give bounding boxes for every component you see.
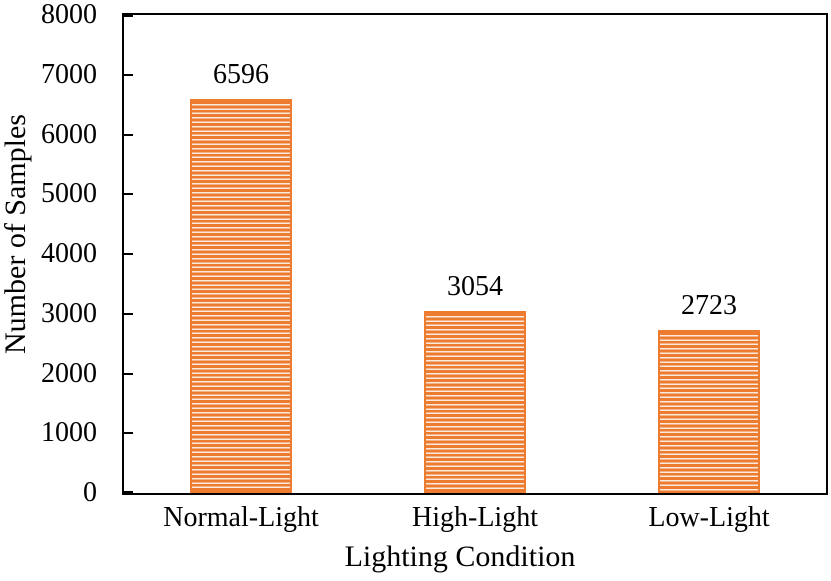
y-tick-mark — [124, 372, 133, 375]
y-tick-label: 1000 — [41, 417, 97, 449]
y-tick-mark — [124, 491, 133, 493]
plot-area: 6596 3054 2723 — [122, 13, 828, 495]
bar-value-label: 3054 — [447, 270, 503, 302]
y-tick-mark — [124, 312, 133, 315]
y-tick-label: 4000 — [41, 238, 97, 269]
y-tick-mark — [124, 133, 133, 136]
y-tick-label: 2000 — [41, 357, 97, 389]
bar-high-light — [424, 310, 526, 493]
y-tick-label: 0 — [83, 477, 97, 508]
y-tick-label: 7000 — [41, 58, 97, 90]
x-tick-label: Low-Light — [648, 502, 770, 533]
x-axis-title: Lighting Condition — [344, 540, 576, 573]
y-tick-mark — [124, 73, 133, 76]
bar-low-light — [658, 330, 760, 493]
y-tick-label: 5000 — [41, 178, 97, 210]
bar-normal-light — [190, 98, 292, 493]
bar-value-label: 6596 — [213, 58, 269, 90]
y-tick-mark — [124, 253, 133, 255]
y-tick-mark — [124, 432, 133, 435]
y-tick-mark — [124, 193, 133, 196]
y-tick-label: 6000 — [41, 118, 97, 150]
y-tick-label: 8000 — [41, 0, 97, 30]
y-tick-mark — [124, 15, 133, 17]
x-tick-label: High-Light — [412, 502, 538, 533]
x-tick-label: Normal-Light — [163, 502, 319, 533]
y-tick-label: 3000 — [41, 297, 97, 329]
bar-value-label: 2723 — [681, 290, 737, 322]
